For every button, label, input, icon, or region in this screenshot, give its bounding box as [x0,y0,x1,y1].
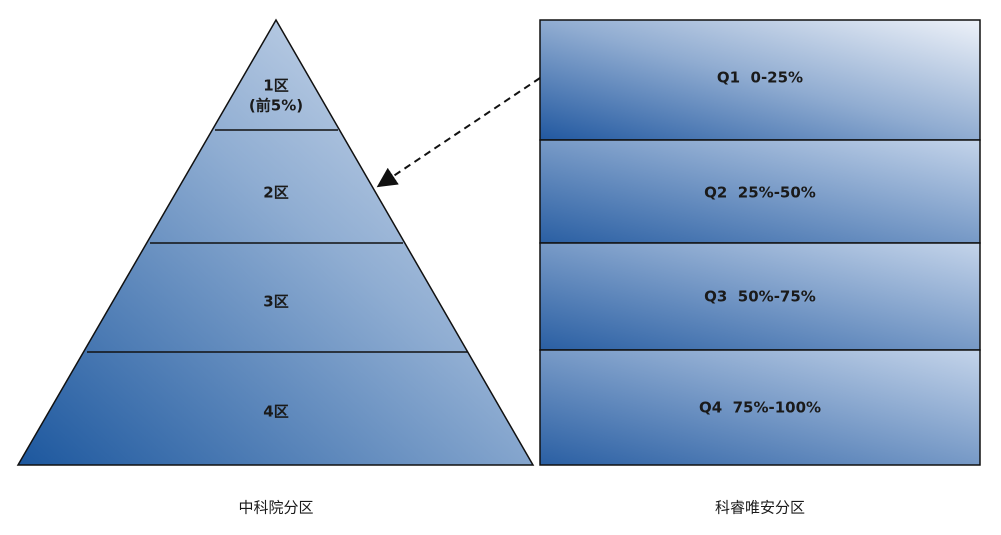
level-label: 3区 [263,293,288,311]
level-sublabel: (前5%) [249,97,303,115]
caption: 科睿唯安分区 [715,499,805,517]
quartile-box [539,242,981,351]
quartile-box [539,19,981,141]
quartile-label: Q2 25%-50% [704,184,816,202]
level-label: 2区 [263,184,288,202]
level-label: 4区 [263,403,288,421]
arrow [376,77,541,188]
quartile-box [539,349,981,466]
caption: 中科院分区 [238,499,313,517]
quartile-label: Q1 0-25% [717,69,803,87]
level-label: 1区 [263,77,288,95]
quartile-label: Q3 50%-75% [704,288,816,306]
quartile-label: Q4 75%-100% [699,399,821,417]
